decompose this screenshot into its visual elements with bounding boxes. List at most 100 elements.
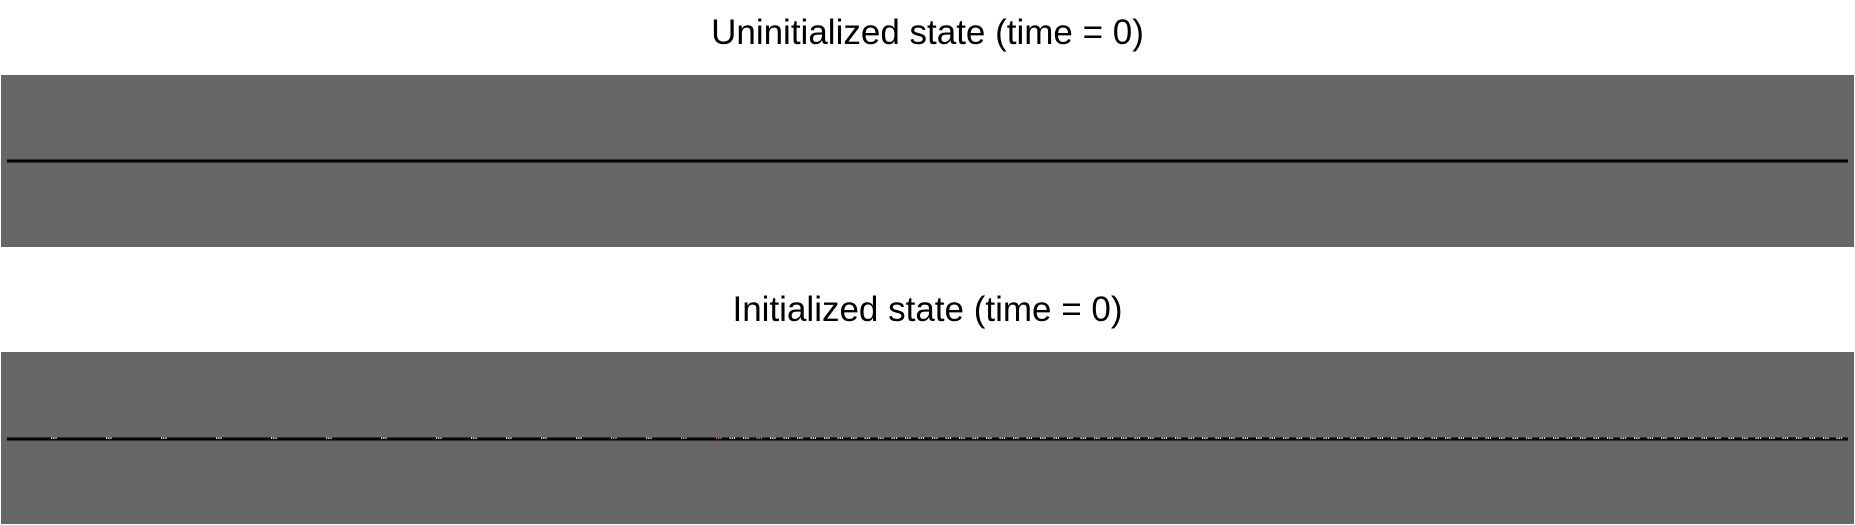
speckle-marker [1582, 437, 1584, 439]
speckle-marker [1163, 437, 1165, 439]
speckle-marker [1597, 437, 1600, 439]
panel-title-initialized: Initialized state (time = 0) [732, 290, 1123, 329]
speckle-marker [1028, 437, 1030, 439]
speckle-marker [934, 437, 936, 439]
speckle-marker [1744, 437, 1746, 439]
speckle-marker [1138, 437, 1141, 439]
speckle-marker [1757, 437, 1759, 439]
speckle-marker [1202, 437, 1204, 439]
speckle-marker [1674, 437, 1676, 439]
speckle-marker [972, 437, 974, 439]
speckle-marker [1665, 437, 1667, 439]
speckle-marker [1476, 437, 1478, 439]
speckle-marker [801, 437, 803, 439]
strip-initialized [1, 352, 1854, 524]
speckle-marker [273, 437, 275, 439]
speckle-marker [1350, 437, 1352, 439]
speckle-marker [959, 437, 961, 439]
speckle-marker [1715, 437, 1717, 439]
speckle-marker [1260, 437, 1262, 439]
speckle-marker [648, 437, 650, 439]
speckle-marker [1341, 437, 1343, 439]
speckle-marker [999, 437, 1001, 439]
speckle-marker [1175, 437, 1177, 439]
speckle-marker [1676, 437, 1678, 439]
speckle-marker [1287, 437, 1289, 439]
speckle-marker [110, 437, 112, 439]
speckle-marker [1636, 437, 1638, 439]
speckle-marker [1204, 437, 1206, 439]
speckle-marker [866, 437, 868, 439]
speckle-marker [1258, 437, 1260, 439]
speckle-marker [907, 437, 909, 439]
speckle-marker [772, 437, 774, 439]
speckle-marker [1404, 437, 1406, 439]
speckle-marker [1366, 437, 1368, 439]
speckle-marker [976, 437, 979, 439]
speckle-marker [543, 437, 545, 439]
speckle-marker [1742, 437, 1744, 439]
speckle-marker [1759, 437, 1762, 439]
speckle-marker [1771, 437, 1773, 439]
speckle-marker [1769, 437, 1771, 439]
speckle-marker [1285, 437, 1287, 439]
speckle-marker [1447, 437, 1449, 439]
speckle-marker [988, 437, 990, 439]
speckle-marker [576, 437, 578, 439]
speckle-marker [895, 437, 898, 439]
speckle-marker [855, 437, 857, 439]
speckle-marker [1283, 437, 1285, 439]
speckle-marker [1300, 437, 1303, 439]
speckle-marker [787, 437, 790, 439]
speckle-marker [1568, 437, 1570, 439]
speckle-marker [385, 437, 387, 439]
speckle-marker [1543, 437, 1546, 439]
speckle-marker [1256, 437, 1258, 439]
speckle-marker [51, 437, 53, 439]
speckle-marker [1206, 437, 1208, 439]
speckle-marker [1489, 437, 1492, 439]
speckle-marker [1067, 437, 1069, 439]
speckle-marker [1096, 437, 1098, 439]
speckle-marker [1084, 437, 1087, 439]
speckle-marker [1755, 437, 1757, 439]
speckle-marker [851, 437, 853, 439]
speckle-marker [1487, 437, 1489, 439]
speckle-marker [1179, 437, 1181, 439]
speckle-marker [1485, 437, 1487, 439]
speckle-marker [745, 437, 747, 439]
speckle-marker [613, 437, 615, 439]
speckle-marker [1134, 437, 1136, 439]
speckle-marker [438, 437, 440, 439]
speckle-marker [1530, 437, 1532, 439]
speckle-marker [853, 437, 855, 439]
speckle-marker [1609, 437, 1611, 439]
speckle-marker [1580, 437, 1582, 439]
speckle-marker [1611, 437, 1613, 439]
speckle-marker [1273, 437, 1276, 439]
speckle-marker [1701, 437, 1703, 439]
speckle-marker [1271, 437, 1273, 439]
speckle-marker [1188, 437, 1190, 439]
speckle-marker [1786, 437, 1789, 439]
speckle-marker [1514, 437, 1516, 439]
speckle-marker [932, 437, 934, 439]
speckle-marker [1796, 437, 1798, 439]
speckle-marker [611, 437, 613, 439]
speckle-marker [783, 437, 785, 439]
speckle-marker [1458, 437, 1460, 439]
speckle-marker [1229, 437, 1231, 439]
speckle-marker [756, 437, 758, 439]
speckle-marker [1838, 437, 1840, 439]
speckle-marker [1593, 437, 1595, 439]
speckle-marker [510, 437, 512, 439]
speckle-marker [1082, 437, 1084, 439]
speckle-marker [1501, 437, 1503, 439]
speckle-marker [1809, 437, 1811, 439]
speckle-marker [1661, 437, 1663, 439]
speckle-marker [161, 437, 163, 439]
speckle-marker [747, 437, 749, 439]
speckle-marker [1244, 437, 1246, 439]
speckle-marker [1233, 437, 1235, 439]
speckle-marker [882, 437, 884, 439]
